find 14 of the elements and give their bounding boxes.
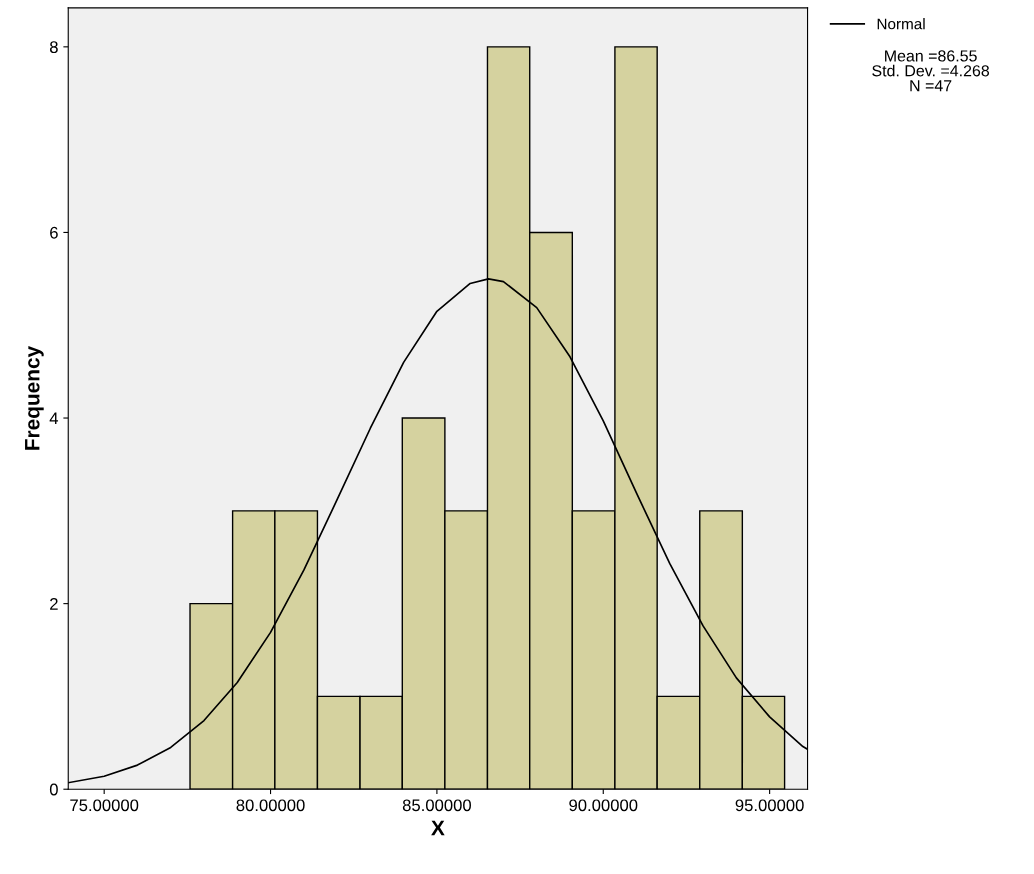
y-tick-label: 2 (50, 598, 58, 610)
text: Mean =86.55 Std. Dev. =4.268 N =47 (872, 50, 990, 92)
x-axis-title: X (431, 820, 445, 836)
y-tick-label: 0 (49, 783, 58, 796)
x-tick-label: 90.00000 (569, 799, 638, 812)
x-tick-label: 95.00000 (735, 799, 804, 812)
x-tick-label: 85.00000 (402, 799, 472, 812)
y-axis-title: Frequency (25, 345, 44, 450)
y-tick-label: 8 (49, 41, 58, 54)
y-tick-label: 4 (49, 412, 59, 425)
legend-label: Normal (877, 18, 925, 30)
y-tick-label: 6 (50, 226, 58, 239)
x-tick-label: 80.00000 (236, 799, 305, 812)
x-tick-label: 75.00000 (70, 799, 139, 812)
